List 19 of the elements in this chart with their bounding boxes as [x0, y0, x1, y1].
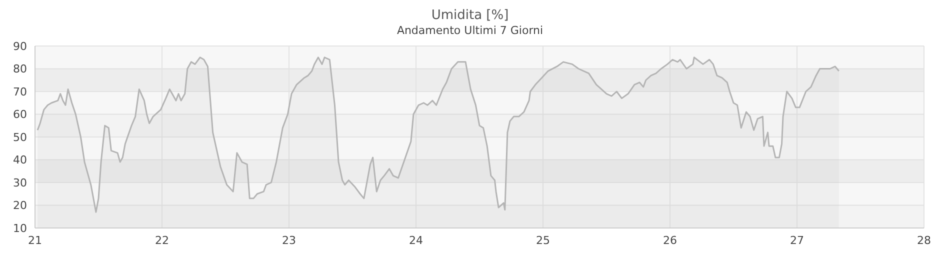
- y-tick-label: 20: [13, 199, 27, 212]
- y-tick-label: 90: [13, 40, 27, 53]
- y-tick-label: 80: [13, 62, 27, 76]
- chart-title: Umidita [%]: [430, 8, 510, 24]
- x-tick-label: 21: [28, 234, 42, 247]
- y-tick-label: 30: [13, 176, 27, 190]
- chart-subtitle: Andamento Ultimi 7 Giorni: [396, 24, 544, 38]
- y-tick-label: 60: [13, 108, 27, 122]
- x-tick-label: 25: [536, 234, 550, 247]
- x-tick-label: 28: [917, 234, 931, 247]
- y-tick-label: 70: [13, 85, 27, 98]
- x-tick-label: 24: [409, 234, 423, 247]
- y-tick-label: 40: [13, 154, 27, 167]
- y-tick-label: 50: [13, 130, 27, 144]
- x-tick-label: 22: [155, 234, 169, 247]
- x-tick-label: 27: [790, 234, 804, 247]
- y-tick-label: 10: [13, 222, 27, 235]
- x-tick-label: 26: [663, 234, 677, 247]
- x-tick-label: 23: [282, 234, 296, 247]
